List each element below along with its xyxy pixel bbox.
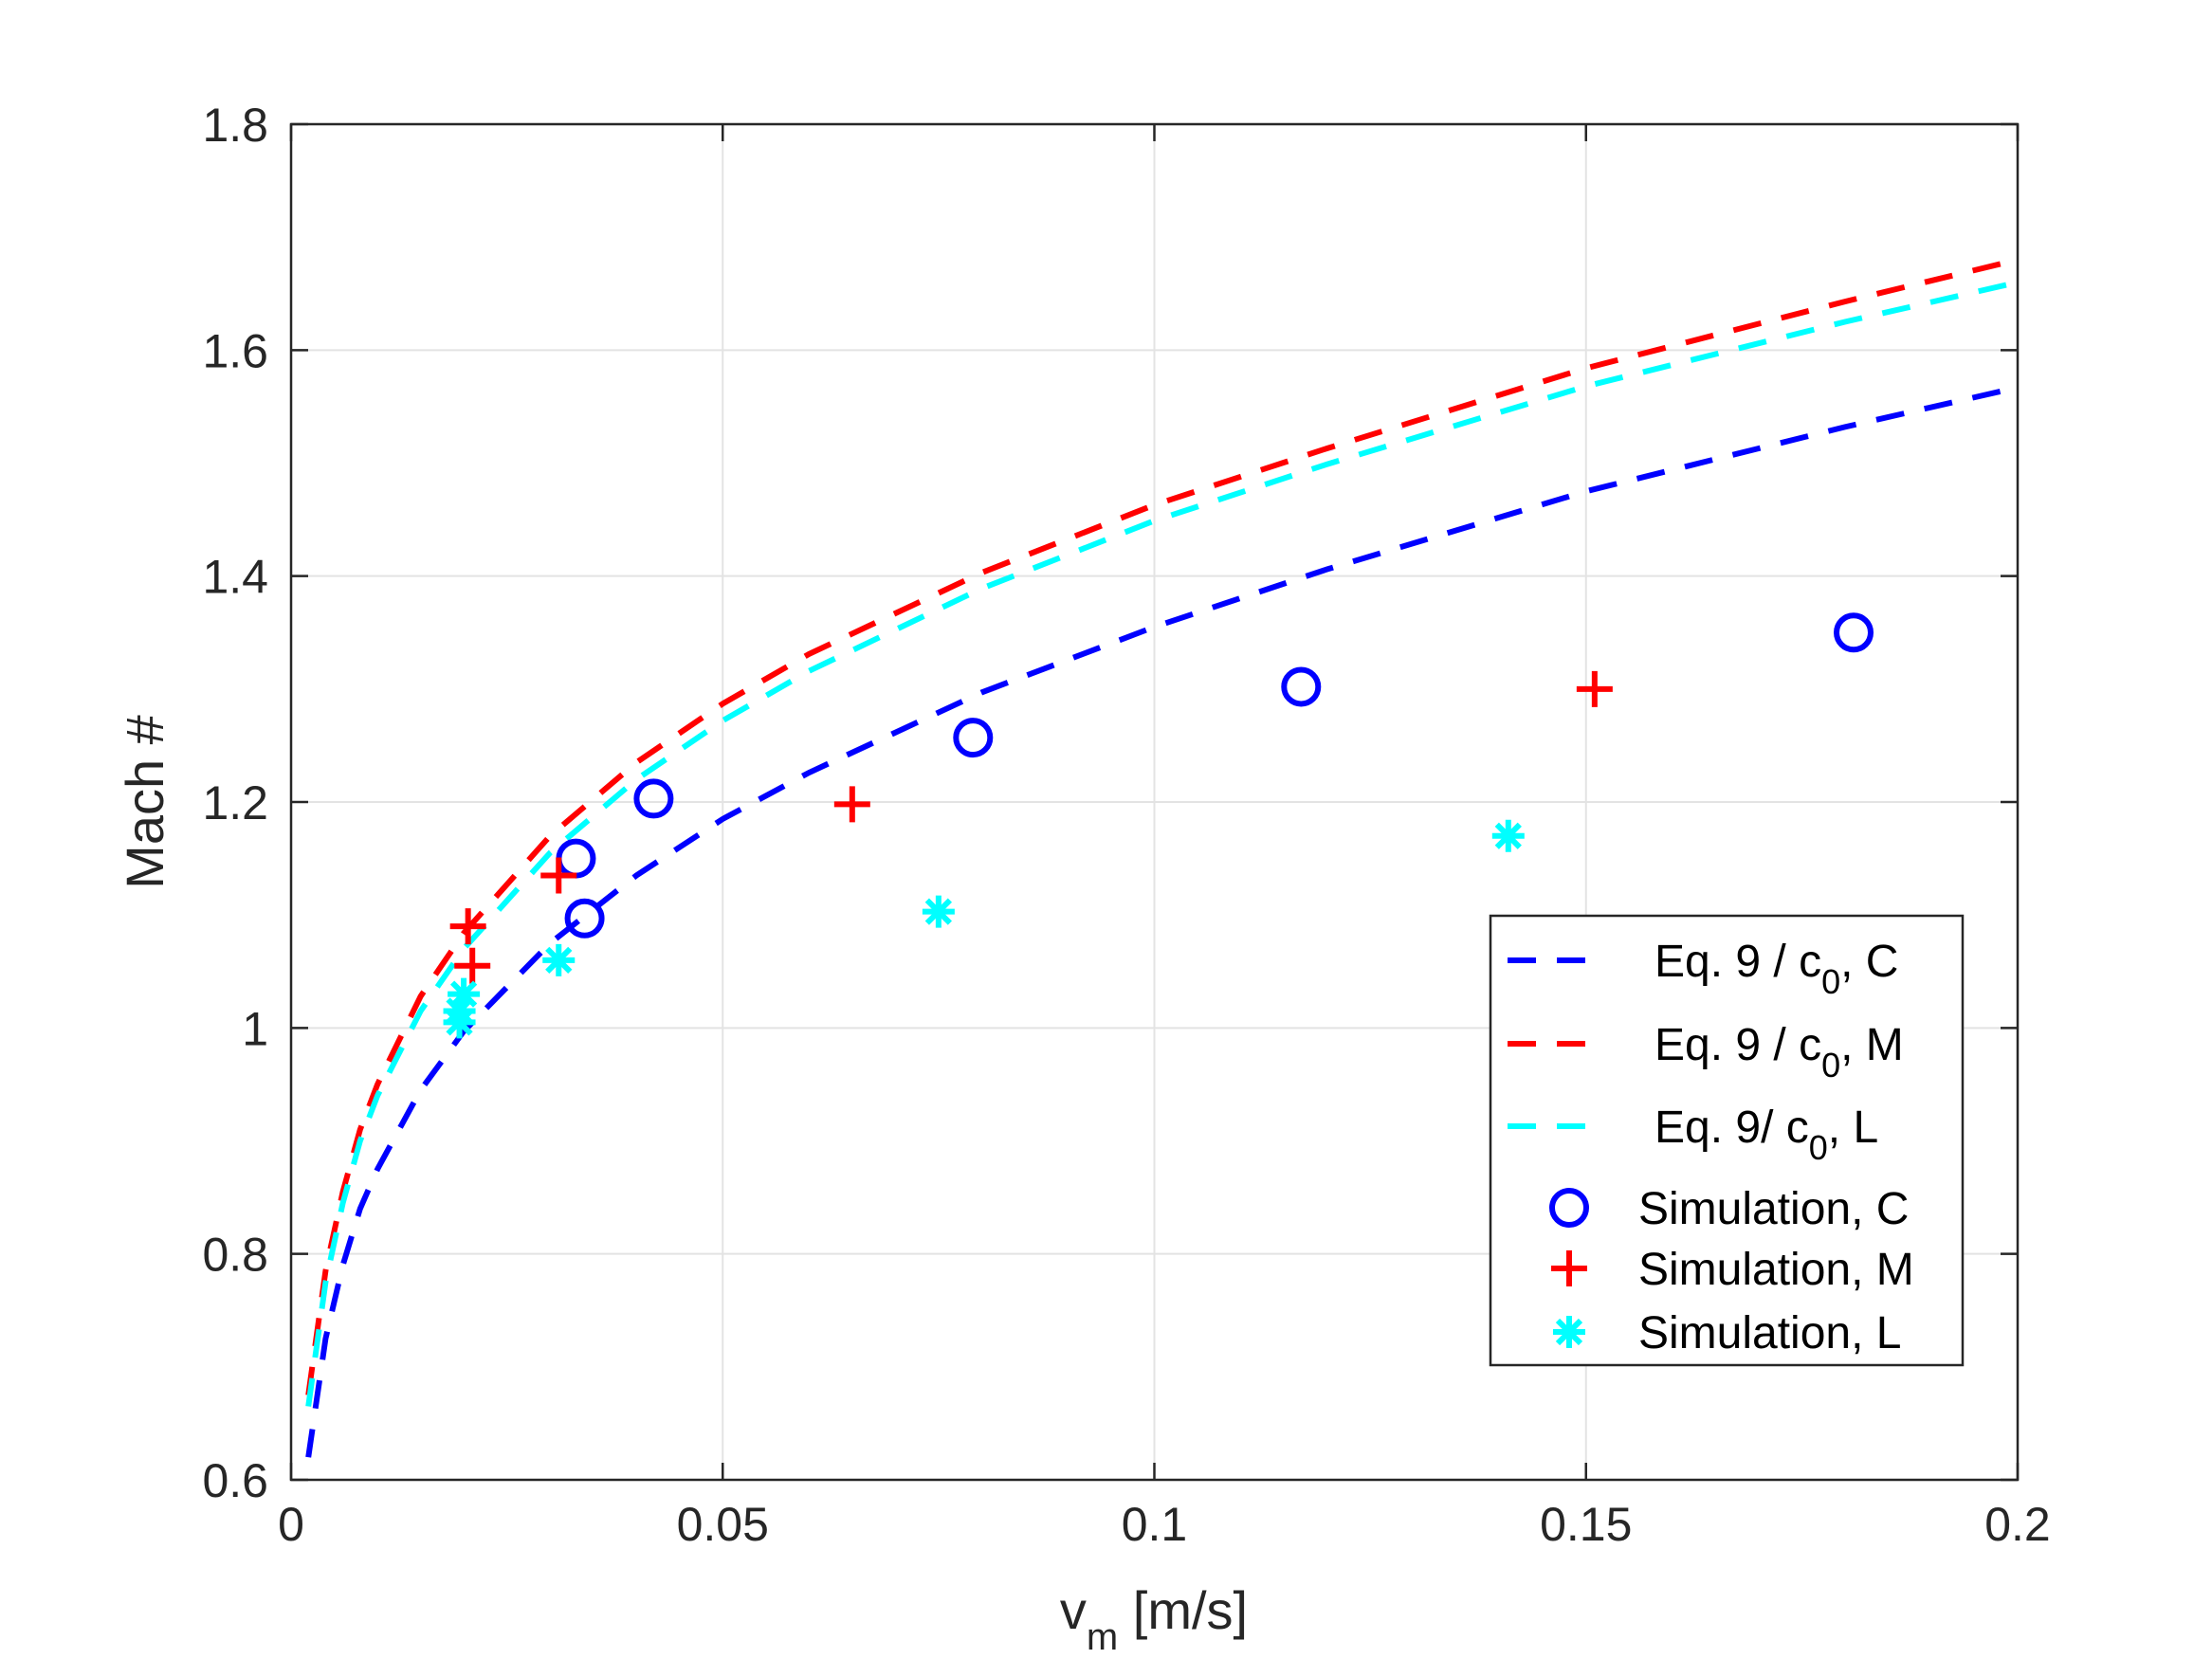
legend-marker-swatch bbox=[1553, 1316, 1585, 1348]
circle-marker bbox=[953, 718, 994, 758]
y-tick-label: 1.4 bbox=[202, 551, 268, 604]
legend-label: Simulation, C bbox=[1638, 1184, 1909, 1234]
x-tick-label: 0.2 bbox=[1984, 1498, 2051, 1551]
y-tick-label: 0.8 bbox=[202, 1229, 268, 1282]
legend-label-sub: 0 bbox=[1821, 1046, 1840, 1085]
x-axis-label-sub: m bbox=[1087, 1616, 1118, 1658]
series-line-0 bbox=[305, 384, 2019, 1458]
series-line-1 bbox=[305, 257, 2019, 1396]
data-point-asterisk bbox=[1491, 819, 1525, 852]
circle-marker bbox=[1834, 612, 1874, 653]
circle-marker bbox=[633, 778, 674, 819]
legend-label-text: Eq. 9/ c bbox=[1654, 1103, 1809, 1153]
data-point-asterisk bbox=[443, 994, 476, 1028]
circle-marker bbox=[1281, 666, 1322, 707]
asterisk-marker-stroke bbox=[545, 946, 573, 974]
x-axis-label-rest: [m/s] bbox=[1118, 1580, 1248, 1640]
data-point-circle bbox=[1834, 612, 1874, 653]
legend-label-post: , M bbox=[1840, 1020, 1904, 1070]
data-point-circle bbox=[953, 718, 994, 758]
legend-label-sub: 0 bbox=[1821, 962, 1840, 1001]
legend-label: Eq. 9 / c0, C bbox=[1654, 937, 1898, 1001]
legend-label-text: Simulation, M bbox=[1638, 1245, 1914, 1295]
ticks bbox=[289, 122, 2020, 1482]
x-axis-label: vm [m/s] bbox=[1060, 1580, 1248, 1658]
asterisk-marker-stroke bbox=[446, 997, 473, 1025]
data-point-plus bbox=[540, 857, 577, 894]
x-axis-label-main: v bbox=[1060, 1580, 1087, 1640]
legend-label: Eq. 9 / c0, M bbox=[1654, 1020, 1904, 1085]
series-lines bbox=[305, 257, 2019, 1458]
data-point-circle bbox=[1281, 666, 1322, 707]
x-tick-label: 0.05 bbox=[677, 1498, 769, 1551]
legend-label: Eq. 9/ c0, L bbox=[1654, 1103, 1878, 1167]
data-point-plus bbox=[1576, 670, 1613, 707]
legend-label-text: Eq. 9 / c bbox=[1654, 937, 1821, 987]
data-point-asterisk bbox=[542, 943, 576, 976]
asterisk-marker-stroke bbox=[924, 898, 953, 925]
y-axis-label: Mach # bbox=[115, 715, 174, 889]
y-tick-label: 1 bbox=[242, 1002, 268, 1055]
y-tick-label: 1.6 bbox=[202, 324, 268, 377]
legend-label-sub: 0 bbox=[1809, 1128, 1828, 1167]
legend-label-text: Simulation, L bbox=[1638, 1308, 1901, 1358]
data-point-plus bbox=[449, 908, 486, 945]
data-point-plus bbox=[454, 947, 491, 984]
y-tick-label: 1.8 bbox=[202, 99, 268, 152]
asterisk-marker-stroke bbox=[1555, 1318, 1583, 1346]
x-tick-label: 0.1 bbox=[1122, 1498, 1188, 1551]
data-point-asterisk bbox=[922, 895, 955, 928]
x-tick-label: 0.15 bbox=[1540, 1498, 1632, 1551]
legend-label-post: , L bbox=[1828, 1103, 1878, 1153]
data-point-circle bbox=[633, 778, 674, 819]
y-tick-label: 1.2 bbox=[202, 776, 268, 830]
legend-label: Simulation, M bbox=[1638, 1245, 1914, 1295]
data-point-plus bbox=[833, 786, 870, 823]
data-point-circle bbox=[564, 898, 605, 939]
legend: Eq. 9 / c0, CEq. 9 / c0, MEq. 9/ c0, LSi… bbox=[1489, 914, 1965, 1367]
legend-label-text: Eq. 9 / c bbox=[1654, 1020, 1821, 1070]
legend-box bbox=[1489, 914, 1965, 1367]
series-line-2 bbox=[305, 279, 2019, 1407]
asterisk-marker-stroke bbox=[1494, 822, 1522, 849]
x-tick-label: 0 bbox=[278, 1498, 304, 1551]
y-tick-label: 0.6 bbox=[202, 1454, 268, 1507]
series-markers bbox=[443, 612, 1874, 1039]
legend-marker-swatch bbox=[1549, 1188, 1589, 1228]
tick-labels: 0 0.05 0.1 0.15 0.2 0.6 0.8 1 1.2 1.4 1.6 1.8 bbox=[202, 99, 2050, 1551]
legend-label: Simulation, L bbox=[1638, 1308, 1901, 1358]
legend-marker-swatch bbox=[1551, 1250, 1587, 1286]
legend-label-text: Simulation, C bbox=[1638, 1184, 1909, 1234]
circle-marker bbox=[564, 898, 605, 939]
legend-label-post: , C bbox=[1840, 937, 1898, 987]
asterisk-marker-stroke bbox=[449, 980, 478, 1008]
circle-marker bbox=[1549, 1188, 1589, 1228]
